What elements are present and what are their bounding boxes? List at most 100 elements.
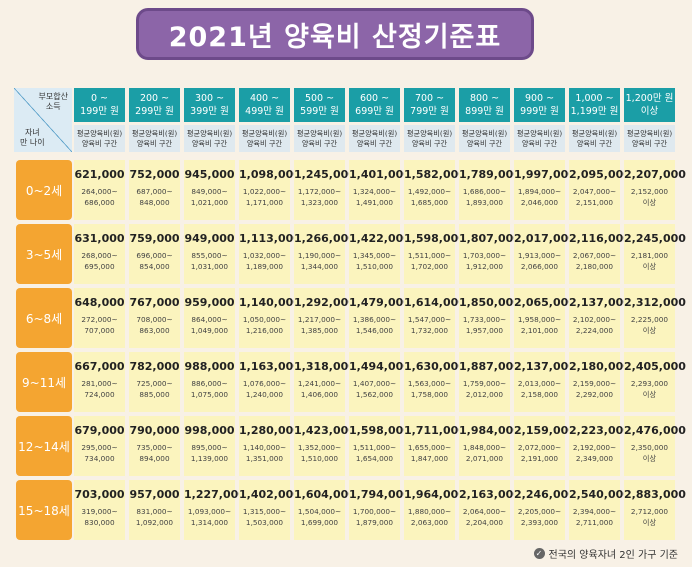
- cost-range-low: 1,880,000~: [407, 507, 452, 516]
- average-cost: 1,598,000: [349, 424, 411, 437]
- cost-range: 1,050,000~ 1,216,000: [239, 314, 290, 336]
- cost-range: 1,511,000~ 1,654,000: [349, 442, 400, 464]
- average-cost: 1,630,000: [404, 360, 466, 373]
- table-cell: 2,312,000 2,225,000 이상: [624, 288, 686, 348]
- table-cell: 2,476,000 2,350,000 이상: [624, 416, 686, 476]
- cost-range-high: 2,393,000: [520, 518, 559, 527]
- table-cell: 988,000 886,000~ 1,075,000: [184, 352, 235, 412]
- cost-range-high: 2,349,000: [575, 454, 614, 463]
- footnote-text: 전국의 양육자녀 2인 가구 기준: [548, 550, 678, 561]
- income-range-end: 399만 원: [190, 106, 229, 117]
- table-cell: 1,984,000 1,848,000~ 2,071,000: [459, 416, 521, 476]
- cost-range-high: 이상: [642, 390, 657, 399]
- income-column-header: 1,200만 원 이상: [624, 88, 675, 122]
- table-cell: 1,850,000 1,733,000~ 1,957,000: [459, 288, 521, 348]
- cost-range-high: 1,049,000: [190, 326, 229, 335]
- average-cost: 949,000: [184, 232, 235, 245]
- table-cell: 1,423,000 1,352,000~ 1,510,000: [294, 416, 356, 476]
- cost-range-high: 1,699,000: [300, 518, 339, 527]
- cost-range-low: 281,000~: [81, 379, 118, 388]
- cost-range-high: 1,912,000: [465, 262, 504, 271]
- average-cost: 752,000: [129, 168, 180, 181]
- income-range-end: 299만 원: [135, 106, 174, 117]
- table-cell: 621,000 264,000~ 686,000: [74, 160, 125, 220]
- age-row-header: 9~11세: [16, 352, 72, 412]
- cost-range-high: 2,101,000: [520, 326, 559, 335]
- table-cell: 2,223,000 2,192,000~ 2,349,000: [569, 416, 631, 476]
- average-cost: 1,887,000: [459, 360, 521, 373]
- cost-range-high: 854,000: [139, 262, 170, 271]
- cost-range-low: 1,848,000~: [462, 443, 507, 452]
- table-cell: 2,207,000 2,152,000 이상: [624, 160, 686, 220]
- cost-range-low: 2,047,000~: [572, 187, 617, 196]
- cost-range-low: 1,511,000~: [352, 443, 397, 452]
- table-cell: 2,137,000 2,102,000~ 2,224,000: [569, 288, 631, 348]
- column-subheader: 평균양육비(원) 양육비 구간: [294, 125, 345, 152]
- cost-range-high: 1,075,000: [190, 390, 229, 399]
- cost-range-low: 1,315,000~: [242, 507, 287, 516]
- cost-range-high: 1,351,000: [245, 454, 284, 463]
- cost-range-high: 1,021,000: [190, 198, 229, 207]
- corner-income-label-line2: 소득: [45, 102, 61, 111]
- average-cost: 1,997,000: [514, 168, 576, 181]
- cost-range-low: 1,547,000~: [407, 315, 452, 324]
- cost-range-low: 735,000~: [136, 443, 173, 452]
- average-cost: 1,598,000: [404, 232, 466, 245]
- table-cell: 1,318,000 1,241,000~ 1,406,000: [294, 352, 356, 412]
- cost-range-high: 707,000: [84, 326, 115, 335]
- cost-range-high: 이상: [642, 454, 657, 463]
- average-cost: 2,245,000: [624, 232, 686, 245]
- cost-range: 1,563,000~ 1,758,000: [404, 378, 455, 400]
- cost-range-high: 2,046,000: [520, 198, 559, 207]
- average-cost: 1,318,000: [294, 360, 356, 373]
- subheader-range-label: 양육비 구간: [631, 138, 668, 148]
- column-subheader: 평균양육비(원) 양육비 구간: [349, 125, 400, 152]
- cost-range-low: 725,000~: [136, 379, 173, 388]
- cost-range-low: 1,703,000~: [462, 251, 507, 260]
- cost-range-high: 1,847,000: [410, 454, 449, 463]
- average-cost: 1,789,000: [459, 168, 521, 181]
- average-cost: 1,245,000: [294, 168, 356, 181]
- cost-range: 2,205,000~ 2,393,000: [514, 506, 565, 528]
- cost-range-high: 이상: [642, 198, 657, 207]
- table-cell: 1,098,000 1,022,000~ 1,171,000: [239, 160, 301, 220]
- cost-range: 1,241,000~ 1,406,000: [294, 378, 345, 400]
- cost-range-high: 1,758,000: [410, 390, 449, 399]
- cost-range: 708,000~ 863,000: [129, 314, 180, 336]
- average-cost: 1,850,000: [459, 296, 521, 309]
- cost-range-high: 2,012,000: [465, 390, 504, 399]
- subheader-average-label: 평균양육비(원): [186, 128, 233, 138]
- cost-range: 2,047,000~ 2,151,000: [569, 186, 620, 208]
- cost-range-low: 849,000~: [191, 187, 228, 196]
- income-range-end: 799만 원: [410, 106, 449, 117]
- average-cost: 1,711,000: [404, 424, 466, 437]
- age-row-header: 6~8세: [16, 288, 72, 348]
- average-cost: 1,401,000: [349, 168, 411, 181]
- cost-range: 1,880,000~ 2,063,000: [404, 506, 455, 528]
- cost-range-low: 831,000~: [136, 507, 173, 516]
- average-cost: 1,604,000: [294, 488, 356, 501]
- average-cost: 2,883,000: [624, 488, 686, 501]
- income-column-header: 700 ~ 799만 원: [404, 88, 455, 122]
- subheader-average-label: 평균양육비(원): [461, 128, 508, 138]
- table-corner-header: 부모합산 소득 자녀 만 나이: [14, 88, 72, 152]
- cost-range-high: 1,654,000: [355, 454, 394, 463]
- table-cell: 1,280,000 1,140,000~ 1,351,000: [239, 416, 301, 476]
- table-cell: 957,000 831,000~ 1,092,000: [129, 480, 180, 540]
- cost-range-high: 2,224,000: [575, 326, 614, 335]
- cost-range: 1,140,000~ 1,351,000: [239, 442, 290, 464]
- cost-range-low: 2,152,000: [630, 187, 669, 196]
- table-cell: 1,964,000 1,880,000~ 2,063,000: [404, 480, 466, 540]
- income-range-start: 300 ~: [194, 93, 225, 104]
- cost-range-high: 이상: [642, 518, 657, 527]
- average-cost: 1,964,000: [404, 488, 466, 501]
- subheader-average-label: 평균양육비(원): [516, 128, 563, 138]
- cost-range-low: 895,000~: [191, 443, 228, 452]
- average-cost: 759,000: [129, 232, 180, 245]
- table-cell: 1,604,000 1,504,000~ 1,699,000: [294, 480, 356, 540]
- average-cost: 2,116,000: [569, 232, 631, 245]
- column-subheader: 평균양육비(원) 양육비 구간: [129, 125, 180, 152]
- cost-range-high: 830,000: [84, 518, 115, 527]
- income-range-end: 899만 원: [465, 106, 504, 117]
- cost-range-high: 1,240,000: [245, 390, 284, 399]
